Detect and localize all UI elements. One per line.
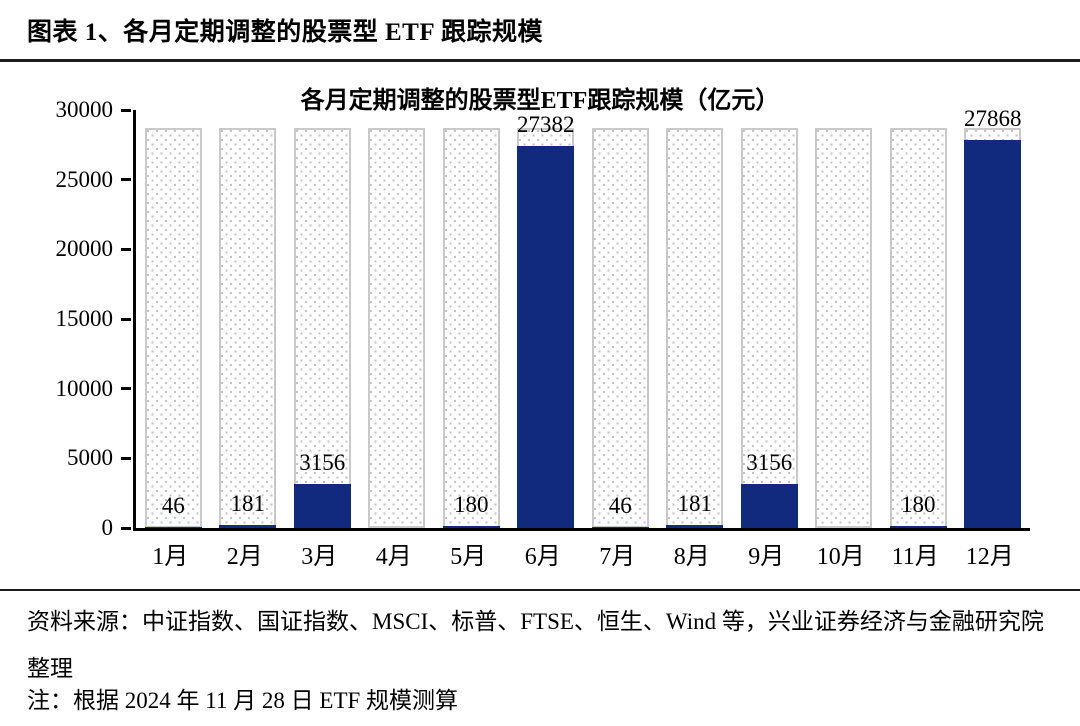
y-axis-tick-label: 10000 [55,375,114,401]
y-axis-tick-mark [121,456,131,460]
bar-adjusted-9月 [740,484,798,528]
y-axis-tick-mark [121,526,131,530]
y-axis-tick-mark [121,317,131,321]
bar-data-label-12月: 27868 [964,105,1022,131]
source-text: 资料来源：中证指数、国证指数、MSCI、标普、FTSE、恒生、Wind 等，兴业… [27,609,1044,681]
plot-area: 46 181 3156 180 27382 46 181 3156 180 27868 [133,106,1030,531]
x-axis-label-1月: 1月 [152,544,189,570]
bar-data-label-7月: 46 [608,493,632,519]
x-axis-label-8月: 8月 [673,544,710,570]
bar-data-label-5月: 180 [454,491,489,517]
top-divider [0,59,1080,62]
bar-data-label-1月: 46 [161,493,185,519]
bar-total-dotted-10月 [815,128,873,528]
bar-total-dotted-9月 [740,128,798,528]
bar-adjusted-6月 [517,146,575,528]
y-axis-tick-mark [121,247,131,251]
bar-data-label-11月: 180 [901,491,936,517]
x-axis-label-5月: 5月 [450,544,487,570]
bar-data-label-6月: 27382 [517,112,575,138]
x-axis-label-3月: 3月 [301,544,338,570]
x-axis-label-7月: 7月 [599,544,636,570]
bar-total-dotted-8月 [666,128,724,528]
y-axis-tick-label: 20000 [55,236,114,262]
chart-title: 各月定期调整的股票型ETF跟踪规模（亿元） [300,88,780,114]
bar-adjusted-1月 [144,527,202,528]
bar-total-dotted-3月 [293,128,351,528]
bar-adjusted-2月 [219,525,277,528]
bar-data-label-8月: 181 [677,491,713,517]
y-axis-tick-mark [121,108,131,112]
y-axis-tick-label: 0 [101,515,114,540]
bar-total-dotted-5月 [442,128,500,528]
bar-adjusted-8月 [666,525,724,528]
bar-total-dotted-4月 [368,128,426,528]
bottom-divider [0,589,1080,591]
y-axis-tick-label: 30000 [55,97,114,122]
bar-total-dotted-11月 [889,128,947,528]
bar-adjusted-5月 [442,525,500,528]
x-axis-label-12月: 12月 [965,544,1014,570]
y-axis-tick-mark [121,178,131,182]
bar-total-dotted-2月 [219,128,277,528]
x-axis-label-10月: 10月 [816,544,865,570]
x-axis-label-4月: 4月 [375,544,412,570]
bar-adjusted-7月 [591,527,649,528]
bar-data-label-9月: 3156 [746,450,793,476]
y-axis-tick-label: 25000 [55,166,114,192]
y-axis-tick-label: 5000 [67,445,113,471]
figure-caption: 图表 1、各月定期调整的股票型 ETF 跟踪规模 [27,19,543,46]
note-text: 注：根据 2024 年 11 月 28 日 ETF 规模测算 [27,688,459,713]
bar-adjusted-12月 [964,139,1022,528]
x-axis-label-6月: 6月 [524,544,561,570]
y-axis-tick-mark [121,387,131,391]
bar-adjusted-11月 [889,525,947,528]
x-axis-label-9月: 9月 [748,544,785,570]
bar-data-label-2月: 181 [230,491,266,517]
y-axis-tick-label: 15000 [55,306,114,331]
bar-adjusted-3月 [293,484,351,528]
x-axis-label-2月: 2月 [226,544,263,570]
bar-data-label-3月: 3156 [299,450,346,476]
bar-total-dotted-7月 [591,128,649,528]
x-axis-label-11月: 11月 [891,544,939,570]
bar-total-dotted-1月 [144,128,202,528]
